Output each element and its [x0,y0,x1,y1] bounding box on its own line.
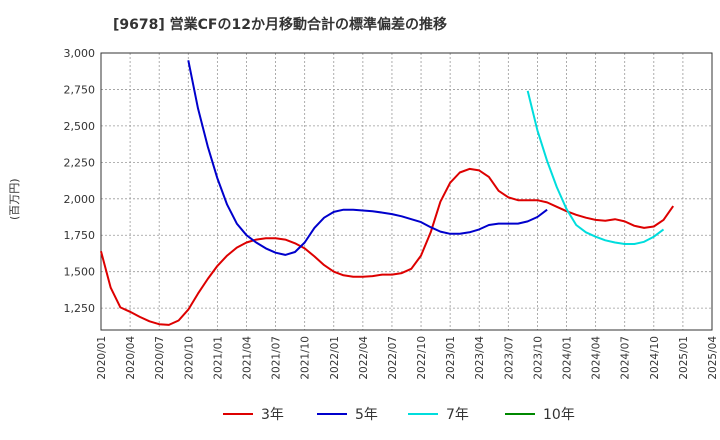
x-tick-label: 2022/07 [387,336,399,380]
legend-label: 3年 [261,407,284,423]
series-line-3年 [100,167,675,326]
x-tick-label: 2021/01 [212,336,224,380]
x-tick-label: 2023/10 [532,336,544,380]
x-tick-label: 2023/07 [503,336,515,380]
x-tick-label: 2024/10 [649,336,661,380]
legend-label: 5年 [355,407,378,423]
x-tick-label: 2020/01 [96,336,108,380]
x-tick-label: 2021/07 [271,336,283,380]
x-tick-label: 2025/04 [707,336,719,380]
x-tick-label: 2024/04 [591,336,603,380]
series-line-7年 [526,90,665,245]
series-line-5年 [187,60,548,256]
plot-border [100,52,713,331]
y-tick-label: 2,500 [64,120,96,133]
x-tick-label: 2022/10 [416,336,428,380]
x-tick-label: 2023/04 [474,336,486,380]
legend-label: 7年 [446,407,469,423]
x-tick-label: 2020/07 [154,336,166,380]
x-tick-label: 2020/04 [125,336,137,380]
y-tick-label: 1,250 [64,302,96,315]
x-tick-label: 2021/10 [300,336,312,380]
y-tick-label: 1,750 [64,229,96,242]
y-tick-label: 2,000 [64,193,96,206]
legend-label: 10年 [543,407,575,423]
y-tick-label: 1,500 [64,266,96,279]
x-tick-label: 2020/10 [183,336,195,380]
x-tick-label: 2023/01 [445,336,457,380]
x-tick-label: 2021/04 [241,336,253,380]
x-tick-label: 2024/01 [562,336,574,380]
x-tick-label: 2022/01 [329,336,341,380]
y-tick-label: 2,750 [64,83,96,96]
y-tick-label: 3,000 [64,47,96,60]
x-tick-label: 2024/07 [620,336,632,380]
x-tick-label: 2022/04 [358,336,370,380]
plot-background [101,53,712,330]
chart-title: [9678] 営業CFの12か月移動合計の標準偏差の推移 [113,17,447,33]
x-tick-label: 2025/01 [678,336,690,380]
y-tick-label: 2,250 [64,156,96,169]
